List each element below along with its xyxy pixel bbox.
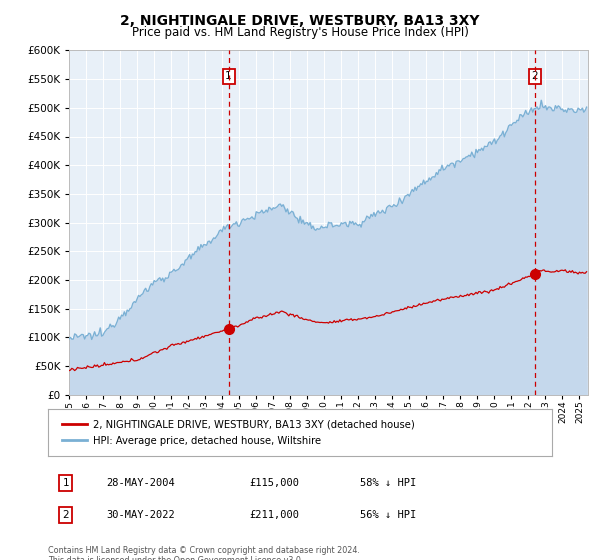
Text: £115,000: £115,000 <box>250 478 299 488</box>
Text: 2, NIGHTINGALE DRIVE, WESTBURY, BA13 3XY: 2, NIGHTINGALE DRIVE, WESTBURY, BA13 3XY <box>120 14 480 28</box>
Text: 1: 1 <box>62 478 69 488</box>
Text: 28-MAY-2004: 28-MAY-2004 <box>106 478 175 488</box>
Text: 56% ↓ HPI: 56% ↓ HPI <box>361 510 417 520</box>
Text: Contains HM Land Registry data © Crown copyright and database right 2024.
This d: Contains HM Land Registry data © Crown c… <box>48 546 360 560</box>
Text: 58% ↓ HPI: 58% ↓ HPI <box>361 478 417 488</box>
Text: 2: 2 <box>62 510 69 520</box>
Text: £211,000: £211,000 <box>250 510 299 520</box>
Text: 2: 2 <box>532 71 538 81</box>
Legend: 2, NIGHTINGALE DRIVE, WESTBURY, BA13 3XY (detached house), HPI: Average price, d: 2, NIGHTINGALE DRIVE, WESTBURY, BA13 3XY… <box>58 416 419 450</box>
Text: 1: 1 <box>226 71 232 81</box>
Text: 30-MAY-2022: 30-MAY-2022 <box>106 510 175 520</box>
Text: Price paid vs. HM Land Registry's House Price Index (HPI): Price paid vs. HM Land Registry's House … <box>131 26 469 39</box>
